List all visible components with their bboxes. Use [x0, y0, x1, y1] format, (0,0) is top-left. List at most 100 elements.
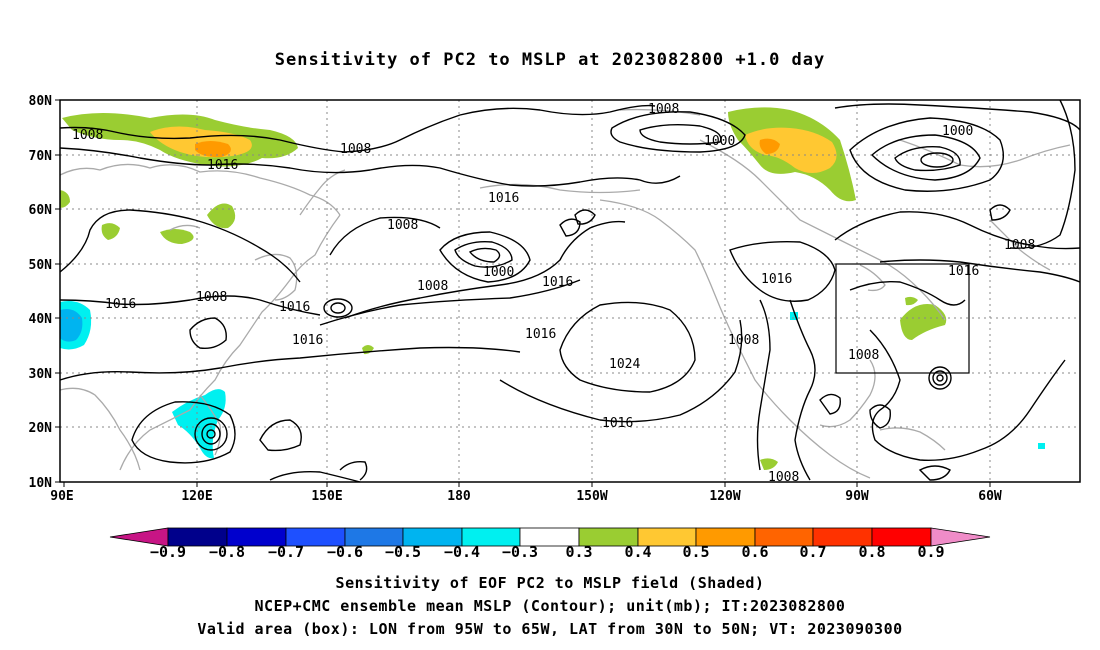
contour-line — [574, 209, 596, 225]
coastline — [989, 219, 1051, 271]
colorbar-label: −0.9 — [150, 543, 186, 561]
shade-patch — [1038, 443, 1045, 449]
contour-label: 1016 — [105, 297, 136, 312]
shade-patch — [101, 223, 120, 240]
contour-line — [468, 247, 501, 263]
coastline — [299, 169, 346, 216]
contour-label: 1008 — [417, 279, 448, 294]
contour-label: 1016 — [292, 333, 323, 348]
contour-line — [330, 302, 346, 314]
coastline — [119, 214, 341, 471]
contour-line — [834, 211, 1081, 250]
lat-axis: 80N 70N 60N 50N 40N 30N 20N 10N — [29, 94, 60, 491]
lon-tick-label: 150E — [311, 489, 342, 504]
lon-tick-label: 150W — [576, 489, 607, 504]
coastline — [619, 108, 701, 116]
colorbar-label: −0.4 — [444, 543, 480, 561]
coastline — [899, 139, 1071, 168]
contour-line — [870, 134, 981, 181]
contour-line — [189, 317, 227, 350]
contour-line — [131, 401, 236, 464]
colorbar-label: 0.6 — [741, 543, 768, 561]
contour-label: 1016 — [948, 264, 979, 279]
contour-labels: 1008 1008 1008 1000 1000 1016 1016 1008 … — [72, 102, 1035, 485]
contour-line — [59, 346, 521, 381]
lat-tick-label: 60N — [29, 203, 53, 218]
shade-patch — [60, 309, 83, 342]
contour-label: 1008 — [196, 290, 227, 305]
contour-label: 1000 — [942, 124, 973, 139]
contour-label: 1000 — [704, 134, 735, 149]
contour-line — [918, 465, 951, 481]
coastline — [879, 427, 946, 451]
contour-line — [849, 280, 966, 306]
colorbar-label: 0.4 — [624, 543, 651, 561]
contour-line — [729, 241, 836, 302]
colorbar-label: 0.8 — [858, 543, 885, 561]
coastline — [859, 264, 886, 292]
contour-line — [928, 366, 952, 390]
contour-label: 1024 — [609, 357, 640, 372]
contour-line — [206, 429, 216, 439]
contour-line — [869, 329, 1066, 461]
lon-tick-label: 60W — [978, 489, 1002, 504]
lat-tick-label: 10N — [29, 476, 53, 491]
shade-patch — [760, 458, 778, 470]
contour-label: 1016 — [207, 158, 238, 173]
coastline — [59, 387, 141, 471]
shade-patch — [60, 190, 70, 208]
contour-line — [894, 146, 961, 172]
lat-tick-label: 40N — [29, 312, 53, 327]
colorbar-label: −0.6 — [327, 543, 363, 561]
map-title: Sensitivity of PC2 to MSLP at 2023082800… — [274, 50, 826, 70]
contour-label: 1008 — [648, 102, 679, 117]
contour-line — [834, 103, 1081, 131]
coastline — [479, 183, 641, 194]
contour-line — [610, 111, 746, 153]
contour-label: 1016 — [761, 272, 792, 287]
contour-line — [849, 117, 1004, 192]
contour-line — [319, 279, 581, 326]
contour-label: 1016 — [602, 416, 633, 431]
caption-valid-area: Valid area (box): LON from 95W to 65W, L… — [197, 620, 903, 638]
contour-line — [756, 299, 771, 471]
colorbar-label: −0.3 — [502, 543, 538, 561]
lat-tick-label: 80N — [29, 94, 53, 109]
contour-label: 1008 — [848, 348, 879, 363]
contour-line — [920, 152, 954, 168]
contour-line — [344, 220, 626, 319]
contour-line — [559, 218, 581, 237]
lon-tick-label: 120W — [709, 489, 740, 504]
contour-line — [879, 259, 1081, 283]
shade-patch — [207, 203, 236, 229]
contour-line — [819, 393, 841, 415]
lon-tick-label: 90E — [50, 489, 73, 504]
contour-label: 1016 — [525, 327, 556, 342]
coastline — [734, 339, 871, 479]
coastline — [59, 163, 341, 216]
lon-axis: 90E 120E 150E 180 150W 120W 90W 60W — [50, 482, 1002, 504]
caption-contour: NCEP+CMC ensemble mean MSLP (Contour); u… — [254, 597, 846, 615]
lon-tick-label: 180 — [447, 489, 471, 504]
plot-frame — [59, 99, 1081, 483]
colorbar-label: −0.7 — [268, 543, 304, 561]
contour-line — [499, 319, 743, 423]
contour-line — [59, 147, 681, 187]
contour-line — [869, 404, 891, 429]
lat-tick-label: 20N — [29, 421, 53, 436]
contour-label: 1016 — [488, 191, 519, 206]
contour-line — [59, 104, 656, 153]
colorbar-triangle-right — [930, 527, 991, 547]
contour-label: 1008 — [72, 128, 103, 143]
colorbar-label: 0.7 — [799, 543, 826, 561]
contour-line — [323, 298, 353, 318]
contour-line — [201, 423, 221, 445]
contour-line — [269, 470, 361, 483]
contour-line — [454, 240, 513, 268]
contour-line — [639, 123, 722, 145]
lat-tick-label: 50N — [29, 258, 53, 273]
coastline — [254, 253, 298, 301]
lon-tick-label: 120E — [181, 489, 212, 504]
colorbar-label: −0.8 — [209, 543, 245, 561]
